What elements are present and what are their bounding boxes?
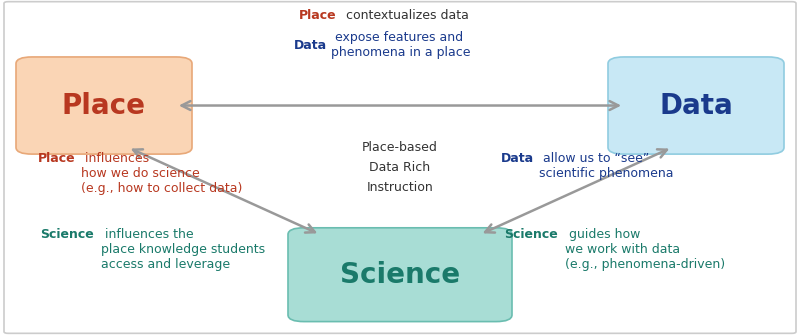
FancyBboxPatch shape <box>16 57 192 154</box>
FancyBboxPatch shape <box>288 228 512 322</box>
Text: influences
how we do science
(e.g., how to collect data): influences how we do science (e.g., how … <box>81 152 242 195</box>
Text: Data: Data <box>294 39 326 52</box>
Text: Place: Place <box>299 9 337 21</box>
FancyBboxPatch shape <box>4 2 796 333</box>
Text: allow us to “see”
scientific phenomena: allow us to “see” scientific phenomena <box>538 152 674 181</box>
Text: Data: Data <box>501 152 534 165</box>
Text: Data: Data <box>659 91 733 120</box>
FancyBboxPatch shape <box>608 57 784 154</box>
Text: Science: Science <box>40 228 94 241</box>
Text: Place: Place <box>38 152 75 165</box>
Text: Science: Science <box>340 261 460 289</box>
Text: Place: Place <box>62 91 146 120</box>
Text: expose features and
phenomena in a place: expose features and phenomena in a place <box>331 31 471 59</box>
Text: Place-based
Data Rich
Instruction: Place-based Data Rich Instruction <box>362 141 438 194</box>
Text: Science: Science <box>504 228 558 241</box>
Text: guides how
we work with data
(e.g., phenomena-driven): guides how we work with data (e.g., phen… <box>566 228 726 271</box>
Text: contextualizes data: contextualizes data <box>342 9 470 21</box>
Text: influences the
place knowledge students
access and leverage: influences the place knowledge students … <box>102 228 266 271</box>
